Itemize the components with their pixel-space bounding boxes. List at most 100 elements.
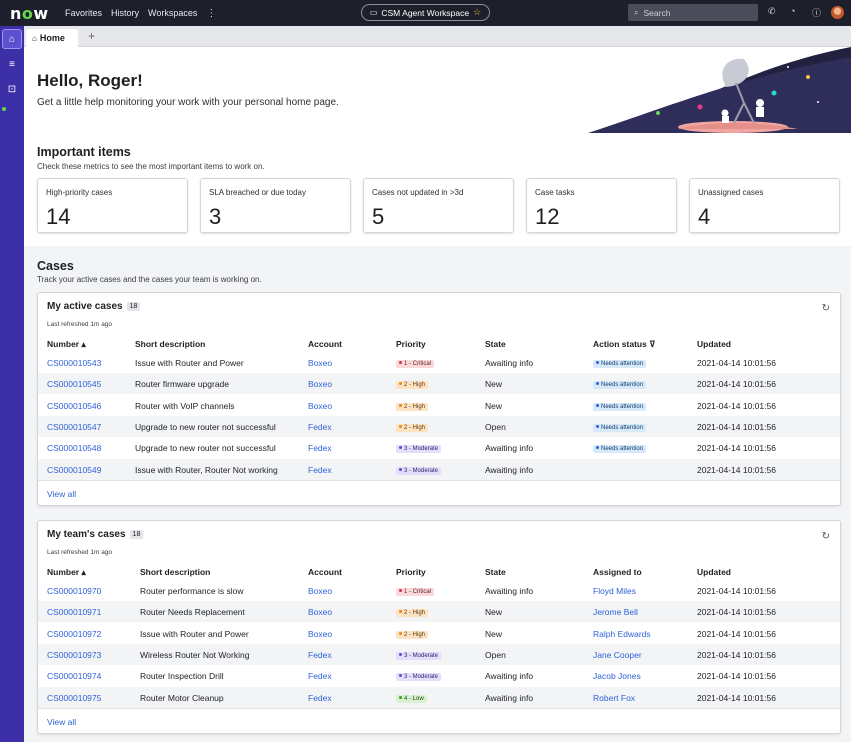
account-link[interactable]: Boxeo bbox=[308, 607, 333, 618]
case-number-link[interactable]: CS000010546 bbox=[47, 400, 102, 411]
table-row[interactable]: CS000010971 Router Needs Replacement Boxeo… bbox=[38, 601, 840, 623]
assigned-to-link[interactable]: Robert Fox bbox=[593, 692, 636, 703]
nav-more-icon[interactable]: ⋮ bbox=[206, 7, 217, 19]
priority-label: 3 - Moderate bbox=[404, 467, 439, 474]
left-rail: ⌂ ≡ ⊡ bbox=[0, 26, 24, 742]
priority-label: 3 - Moderate bbox=[404, 652, 439, 659]
refresh-icon[interactable]: ↻ bbox=[821, 531, 830, 542]
account-link[interactable]: Fedex bbox=[308, 464, 332, 475]
metric-case-tasks[interactable]: Case tasks 12 bbox=[526, 178, 677, 233]
count-badge: 18 bbox=[129, 530, 144, 539]
case-number-link[interactable]: CS000010973 bbox=[47, 649, 102, 660]
case-number-link[interactable]: CS000010549 bbox=[47, 464, 102, 475]
nav-history[interactable]: History bbox=[111, 8, 140, 18]
col-updated[interactable]: Updated bbox=[697, 567, 731, 577]
account-link[interactable]: Fedex bbox=[308, 649, 332, 660]
cases-subtitle: Track your active cases and the cases yo… bbox=[37, 275, 262, 284]
now-logo[interactable]: now bbox=[10, 3, 49, 23]
case-number-link[interactable]: CS000010970 bbox=[47, 586, 102, 596]
nav-favorites[interactable]: Favorites bbox=[65, 8, 103, 18]
account-link[interactable]: Boxeo bbox=[308, 628, 333, 639]
col-short-description[interactable]: Short description bbox=[140, 567, 211, 577]
col-short-description[interactable]: Short description bbox=[135, 339, 206, 349]
table-row[interactable]: CS000010974 Router Inspection Drill Fedex 3… bbox=[38, 665, 840, 686]
inbox-icon[interactable]: ⊡ bbox=[7, 83, 17, 95]
case-number-link[interactable]: CS000010971 bbox=[47, 607, 102, 618]
home-tab-icon: ⌂ bbox=[32, 33, 37, 43]
col-action-status[interactable]: Action status ⊽ bbox=[593, 339, 656, 349]
account-link[interactable]: Boxeo bbox=[308, 379, 333, 390]
table-row[interactable]: CS000010972 Issue with Router and Power Bo… bbox=[38, 623, 840, 644]
col-state[interactable]: State bbox=[485, 339, 506, 349]
short-description: Issue with Router and Power bbox=[140, 628, 249, 639]
state: Awaiting info bbox=[485, 586, 534, 596]
col-priority[interactable]: Priority bbox=[396, 567, 426, 577]
account-link[interactable]: Fedex bbox=[308, 692, 332, 703]
nav-workspaces[interactable]: Workspaces bbox=[148, 8, 198, 18]
case-number-link[interactable]: CS000010547 bbox=[47, 421, 102, 432]
case-number-link[interactable]: CS000010975 bbox=[47, 692, 102, 703]
col-priority[interactable]: Priority bbox=[396, 339, 426, 349]
table-row[interactable]: CS000010545 Router firmware upgrade Boxeo 2… bbox=[38, 373, 840, 395]
priority-label: 2 - High bbox=[404, 610, 426, 617]
case-number-link[interactable]: CS000010974 bbox=[47, 671, 102, 682]
tab-bar: ⌂ Home + bbox=[24, 26, 851, 47]
col-number[interactable]: Number ▴ bbox=[47, 339, 86, 349]
metric-high-priority[interactable]: High-priority cases 14 bbox=[37, 178, 188, 233]
bell-icon[interactable]: ◔ bbox=[790, 6, 796, 16]
col-updated[interactable]: Updated bbox=[697, 339, 731, 349]
case-number-link[interactable]: CS000010543 bbox=[47, 358, 102, 368]
case-number-link[interactable]: CS000010548 bbox=[47, 443, 102, 454]
priority-badge: 2 - High bbox=[396, 423, 429, 432]
workspace-selector[interactable]: ▭ CSM Agent Workspace ☆ bbox=[361, 4, 490, 21]
star-icon[interactable]: ☆ bbox=[473, 7, 482, 17]
table-row[interactable]: CS000010973 Wireless Router Not Working Fe… bbox=[38, 643, 840, 665]
table-row[interactable]: CS000010548 Upgrade to new router not suc… bbox=[38, 437, 840, 458]
account-link[interactable]: Boxeo bbox=[308, 586, 333, 596]
action-status-label: Needs attention bbox=[601, 361, 644, 367]
priority-badge: 4 - Low bbox=[396, 694, 427, 703]
refresh-icon[interactable]: ↻ bbox=[821, 303, 830, 314]
account-link[interactable]: Fedex bbox=[308, 443, 332, 454]
col-state[interactable]: State bbox=[485, 567, 506, 577]
account-link[interactable]: Fedex bbox=[308, 671, 332, 682]
tab-home[interactable]: ⌂ Home bbox=[26, 29, 78, 47]
add-tab-button[interactable]: + bbox=[88, 29, 96, 43]
state: Awaiting info bbox=[485, 443, 534, 454]
view-all-link[interactable]: View all bbox=[47, 717, 77, 727]
search-input[interactable]: ⌕ Search bbox=[628, 4, 758, 21]
case-number-link[interactable]: CS000010972 bbox=[47, 628, 102, 639]
assigned-to-link[interactable]: Jacob Jones bbox=[593, 671, 641, 682]
home-icon[interactable]: ⌂ bbox=[2, 29, 22, 49]
user-avatar[interactable] bbox=[831, 6, 844, 19]
case-number-link[interactable]: CS000010545 bbox=[47, 379, 102, 390]
updated-time: 2021-04-14 10:01:56 bbox=[697, 692, 776, 703]
metric-not-updated[interactable]: Cases not updated in >3d 5 bbox=[363, 178, 514, 233]
list-icon[interactable]: ≡ bbox=[9, 58, 15, 70]
help-icon[interactable]: ⓘ bbox=[812, 8, 822, 18]
col-number[interactable]: Number ▴ bbox=[47, 567, 86, 577]
state: Awaiting info bbox=[485, 358, 534, 368]
assigned-to-link[interactable]: Ralph Edwards bbox=[593, 628, 651, 639]
assigned-to-link[interactable]: Jane Cooper bbox=[593, 649, 642, 660]
updated-time: 2021-04-14 10:01:56 bbox=[697, 607, 776, 618]
table-row[interactable]: CS000010970 Router performance is slow Box… bbox=[38, 580, 840, 601]
metric-sla[interactable]: SLA breached or due today 3 bbox=[200, 178, 351, 233]
col-assigned-to[interactable]: Assigned to bbox=[593, 567, 642, 577]
account-link[interactable]: Boxeo bbox=[308, 400, 333, 411]
col-account[interactable]: Account bbox=[308, 339, 342, 349]
view-all-link[interactable]: View all bbox=[47, 489, 77, 499]
metric-unassigned[interactable]: Unassigned cases 4 bbox=[689, 178, 840, 233]
assigned-to-link[interactable]: Jerome Bell bbox=[593, 607, 638, 618]
table-row[interactable]: CS000010543 Issue with Router and Power Bo… bbox=[38, 352, 840, 373]
table-row[interactable]: CS000010975 Router Motor Cleanup Fedex 4 - … bbox=[38, 686, 840, 708]
table-row[interactable]: CS000010549 Issue with Router, Router Not… bbox=[38, 458, 840, 480]
account-link[interactable]: Fedex bbox=[308, 421, 332, 432]
assigned-to-link[interactable]: Floyd Miles bbox=[593, 586, 636, 596]
short-description: Upgrade to new router not successful bbox=[135, 421, 276, 432]
table-row[interactable]: CS000010547 Upgrade to new router not suc… bbox=[38, 415, 840, 437]
phone-icon[interactable]: ✆ bbox=[768, 6, 776, 16]
table-row[interactable]: CS000010546 Router with VoIP channels Boxe… bbox=[38, 395, 840, 416]
col-account[interactable]: Account bbox=[308, 567, 342, 577]
account-link[interactable]: Boxeo bbox=[308, 358, 333, 368]
